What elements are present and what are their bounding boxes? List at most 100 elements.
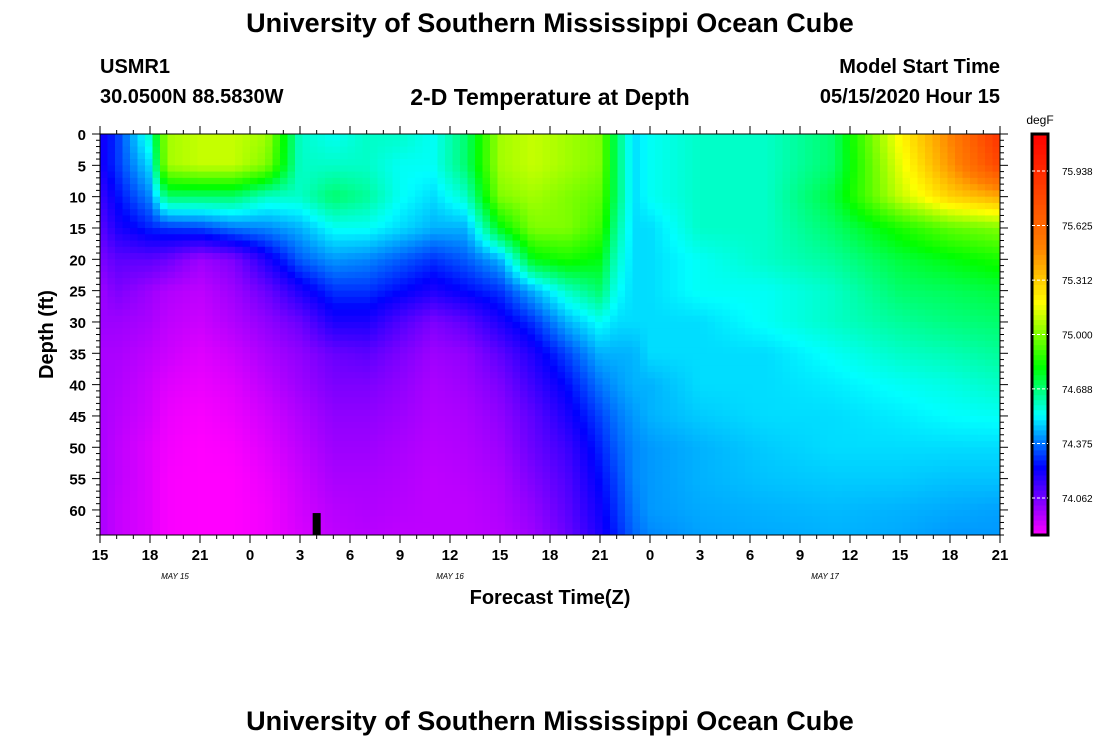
- heatmap-cell: [175, 516, 184, 524]
- heatmap-cell: [482, 384, 491, 392]
- heatmap-cell: [197, 434, 206, 442]
- heatmap-cell: [535, 284, 544, 292]
- heatmap-cell: [332, 202, 341, 210]
- heatmap-cell: [362, 384, 371, 392]
- heatmap-cell: [415, 146, 424, 154]
- heatmap-cell: [490, 509, 499, 517]
- heatmap-cell: [475, 484, 484, 492]
- heatmap-cell: [557, 190, 566, 198]
- heatmap-cell: [130, 340, 139, 348]
- heatmap-cell: [250, 309, 259, 317]
- heatmap-cell: [295, 509, 304, 517]
- heatmap-cell: [310, 221, 319, 229]
- heatmap-cell: [130, 171, 139, 179]
- heatmap-cell: [655, 284, 664, 292]
- heatmap-cell: [250, 134, 259, 141]
- heatmap-cell: [115, 422, 124, 430]
- heatmap-cell: [557, 378, 566, 386]
- heatmap-cell: [632, 422, 641, 430]
- heatmap-cell: [385, 165, 394, 173]
- heatmap-cell: [310, 397, 319, 405]
- heatmap-cell: [437, 221, 446, 229]
- heatmap-cell: [287, 522, 296, 530]
- heatmap-cell: [340, 159, 349, 166]
- heatmap-cell: [565, 390, 574, 398]
- heatmap-cell: [287, 202, 296, 210]
- heatmap-cell: [377, 453, 386, 461]
- heatmap-cell: [587, 240, 596, 248]
- heatmap-cell: [295, 466, 304, 473]
- heatmap-cell: [452, 227, 461, 235]
- heatmap-cell: [152, 246, 161, 254]
- heatmap-cell: [212, 159, 221, 166]
- heatmap-cell: [317, 296, 326, 304]
- heatmap-cell: [602, 221, 611, 229]
- heatmap-cell: [242, 347, 251, 354]
- heatmap-cell: [430, 353, 439, 361]
- heatmap-cell: [550, 240, 559, 248]
- heatmap-cell: [145, 190, 154, 198]
- heatmap-cell: [347, 378, 356, 386]
- heatmap-cell: [617, 516, 626, 524]
- heatmap-cell: [362, 415, 371, 423]
- heatmap-cell: [662, 459, 671, 467]
- heatmap-cell: [152, 209, 161, 217]
- heatmap-cell: [415, 484, 424, 492]
- heatmap-cell: [347, 209, 356, 217]
- heatmap-cell: [505, 284, 514, 292]
- heatmap-cell: [175, 309, 184, 317]
- heatmap-cell: [557, 397, 566, 405]
- heatmap-cell: [370, 315, 379, 323]
- heatmap-cell: [400, 321, 409, 329]
- heatmap-cell: [535, 334, 544, 342]
- heatmap-cell: [325, 459, 334, 467]
- heatmap-cell: [370, 347, 379, 354]
- heatmap-cell: [287, 365, 296, 373]
- heatmap-cell: [167, 472, 176, 480]
- heatmap-cell: [595, 146, 604, 154]
- heatmap-cell: [265, 140, 274, 148]
- heatmap-cell: [370, 196, 379, 204]
- heatmap-cell: [655, 422, 664, 430]
- heatmap-cell: [520, 359, 529, 367]
- heatmap-cell: [250, 359, 259, 367]
- heatmap-cell: [497, 152, 506, 160]
- heatmap-cell: [625, 453, 634, 461]
- heatmap-cell: [257, 372, 266, 379]
- heatmap-cell: [167, 390, 176, 398]
- heatmap-cell: [362, 378, 371, 386]
- heatmap-cell: [182, 284, 191, 292]
- heatmap-cell: [595, 221, 604, 229]
- heatmap-cell: [145, 328, 154, 336]
- heatmap-cell: [497, 491, 506, 499]
- heatmap-cell: [347, 390, 356, 398]
- heatmap-cell: [572, 372, 581, 379]
- heatmap-cell: [662, 146, 671, 154]
- heatmap-cell: [205, 422, 214, 430]
- heatmap-cell: [355, 447, 364, 455]
- heatmap-cell: [122, 428, 131, 436]
- heatmap-cell: [145, 434, 154, 442]
- heatmap-cell: [452, 303, 461, 311]
- heatmap-cell: [370, 522, 379, 530]
- heatmap-cell: [100, 284, 109, 292]
- heatmap-cell: [677, 409, 686, 417]
- heatmap-cell: [302, 284, 311, 292]
- heatmap-cell: [205, 171, 214, 179]
- heatmap-cell: [557, 484, 566, 492]
- heatmap-cell: [445, 390, 454, 398]
- heatmap-cell: [415, 234, 424, 242]
- heatmap-cell: [205, 384, 214, 392]
- heatmap-cell: [167, 190, 176, 198]
- heatmap-cell: [655, 140, 664, 148]
- heatmap-cell: [250, 234, 259, 242]
- heatmap-cell: [160, 202, 169, 210]
- heatmap-cell: [617, 321, 626, 329]
- heatmap-cell: [490, 466, 499, 473]
- heatmap-cell: [175, 528, 184, 535]
- heatmap-cell: [235, 321, 244, 329]
- heatmap-cell: [632, 227, 641, 235]
- heatmap-cell: [122, 497, 131, 505]
- heatmap-cell: [430, 459, 439, 467]
- heatmap-cell: [392, 177, 401, 185]
